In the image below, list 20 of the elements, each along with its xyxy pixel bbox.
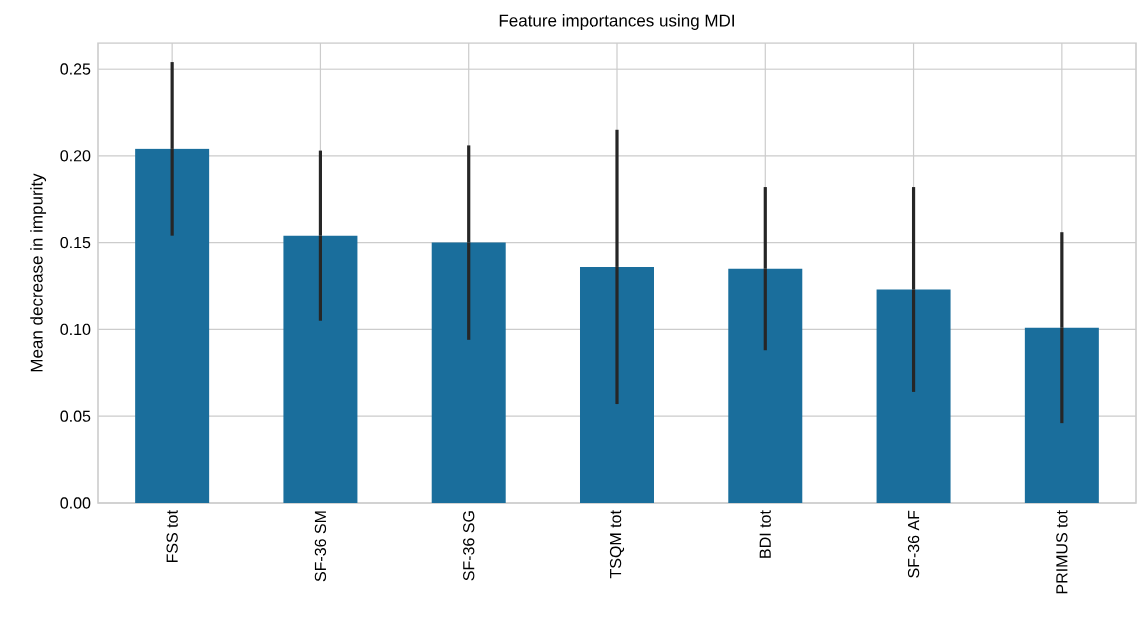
- x-tick-label: BDI tot: [759, 510, 771, 558]
- x-tick-label: PRIMUS tot: [1056, 510, 1068, 594]
- y-tick-label: 0.10: [60, 323, 91, 336]
- x-tick-label: SF-36 SM: [314, 511, 327, 582]
- bar: [431, 242, 506, 503]
- x-tick-label: SF-36 AF: [907, 510, 920, 578]
- bar: [283, 235, 358, 503]
- bar: [876, 289, 951, 503]
- y-tick-label: 0.20: [60, 150, 91, 162]
- y-tick-label: 0.15: [60, 236, 91, 249]
- y-tick-label: 0.00: [60, 497, 91, 509]
- x-tick-label: TSQM tot: [609, 510, 625, 579]
- y-tick-label: 0.05: [60, 410, 91, 422]
- bar: [728, 268, 803, 503]
- y-tick-label: 0.25: [60, 63, 91, 75]
- x-tick-label: SF-36 SG: [463, 511, 475, 581]
- chart-title: Feature importances using MDI: [499, 14, 734, 30]
- x-tick-label: FSS tot: [166, 510, 178, 563]
- y-axis-title: Mean decrease in impurity: [30, 173, 47, 372]
- bar: [135, 148, 210, 503]
